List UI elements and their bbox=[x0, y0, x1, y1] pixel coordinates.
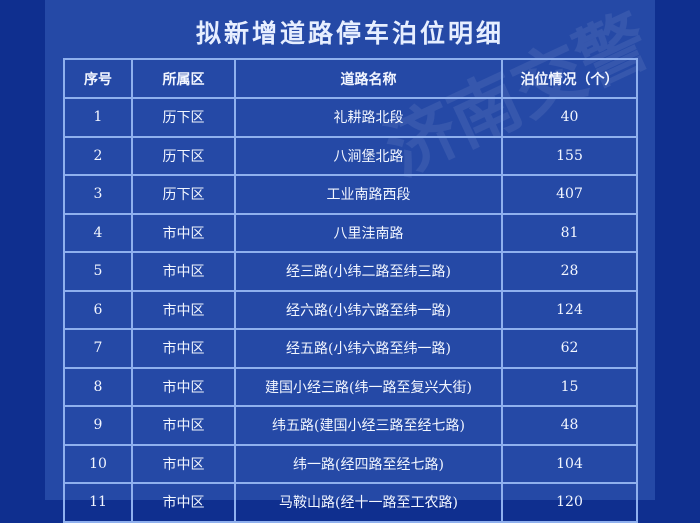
cell-district: 市中区 bbox=[131, 443, 236, 484]
cell-district: 历下区 bbox=[131, 135, 236, 176]
table-row: 6 市中区 经六路(小纬六路至纬一路) 124 bbox=[63, 289, 638, 330]
table-row: 5 市中区 经三路(小纬二路至纬三路) 28 bbox=[63, 251, 638, 292]
table-row: 9 市中区 纬五路(建国小经三路至经七路) 48 bbox=[63, 405, 638, 446]
cell-road: 纬五路(建国小经三路至经七路) bbox=[234, 405, 503, 446]
cell-district: 市中区 bbox=[131, 366, 236, 407]
cell-spaces: 407 bbox=[501, 174, 638, 215]
parking-table: 序号 所属区 道路名称 泊位情况（个） 1 历下区 礼耕路北段 40 2 历下区 八涧堡北路… bbox=[63, 58, 638, 523]
header-spaces: 泊位情况（个） bbox=[501, 58, 638, 99]
cell-district: 市中区 bbox=[131, 482, 236, 523]
cell-index: 6 bbox=[63, 289, 133, 330]
header-index: 序号 bbox=[63, 58, 133, 99]
cell-index: 11 bbox=[63, 482, 133, 523]
header-district: 所属区 bbox=[131, 58, 236, 99]
table-row: 7 市中区 经五路(小纬六路至纬一路) 62 bbox=[63, 328, 638, 369]
cell-road: 经五路(小纬六路至纬一路) bbox=[234, 328, 503, 369]
table-row: 8 市中区 建国小经三路(纬一路至复兴大街) 15 bbox=[63, 366, 638, 407]
cell-spaces: 62 bbox=[501, 328, 638, 369]
cell-index: 7 bbox=[63, 328, 133, 369]
table-row: 2 历下区 八涧堡北路 155 bbox=[63, 135, 638, 176]
cell-index: 3 bbox=[63, 174, 133, 215]
cell-spaces: 40 bbox=[501, 97, 638, 138]
cell-road: 八里洼南路 bbox=[234, 212, 503, 253]
cell-district: 市中区 bbox=[131, 328, 236, 369]
cell-district: 历下区 bbox=[131, 174, 236, 215]
cell-road: 八涧堡北路 bbox=[234, 135, 503, 176]
table-header-row: 序号 所属区 道路名称 泊位情况（个） bbox=[63, 58, 638, 99]
cell-spaces: 81 bbox=[501, 212, 638, 253]
cell-spaces: 155 bbox=[501, 135, 638, 176]
cell-district: 历下区 bbox=[131, 97, 236, 138]
cell-road: 建国小经三路(纬一路至复兴大街) bbox=[234, 366, 503, 407]
cell-road: 经三路(小纬二路至纬三路) bbox=[234, 251, 503, 292]
cell-district: 市中区 bbox=[131, 251, 236, 292]
cell-spaces: 28 bbox=[501, 251, 638, 292]
cell-spaces: 120 bbox=[501, 482, 638, 523]
cell-index: 4 bbox=[63, 212, 133, 253]
cell-road: 经六路(小纬六路至纬一路) bbox=[234, 289, 503, 330]
cell-index: 5 bbox=[63, 251, 133, 292]
cell-index: 2 bbox=[63, 135, 133, 176]
cell-district: 市中区 bbox=[131, 289, 236, 330]
cell-road: 马鞍山路(经十一路至工农路) bbox=[234, 482, 503, 523]
cell-spaces: 104 bbox=[501, 443, 638, 484]
cell-district: 市中区 bbox=[131, 405, 236, 446]
cell-index: 1 bbox=[63, 97, 133, 138]
table-row: 10 市中区 纬一路(经四路至经七路) 104 bbox=[63, 443, 638, 484]
page-title: 拟新增道路停车泊位明细 bbox=[195, 19, 504, 48]
cell-spaces: 124 bbox=[501, 289, 638, 330]
cell-road: 纬一路(经四路至经七路) bbox=[234, 443, 503, 484]
cell-index: 9 bbox=[63, 405, 133, 446]
cell-district: 市中区 bbox=[131, 212, 236, 253]
cell-spaces: 15 bbox=[501, 366, 638, 407]
header-road: 道路名称 bbox=[234, 58, 503, 99]
cell-spaces: 48 bbox=[501, 405, 638, 446]
table-row: 4 市中区 八里洼南路 81 bbox=[63, 212, 638, 253]
cell-index: 8 bbox=[63, 366, 133, 407]
table-row: 3 历下区 工业南路西段 407 bbox=[63, 174, 638, 215]
table-row: 1 历下区 礼耕路北段 40 bbox=[63, 97, 638, 138]
cell-road: 工业南路西段 bbox=[234, 174, 503, 215]
table-row: 11 市中区 马鞍山路(经十一路至工农路) 120 bbox=[63, 482, 638, 523]
cell-index: 10 bbox=[63, 443, 133, 484]
cell-road: 礼耕路北段 bbox=[234, 97, 503, 138]
table-panel: 拟新增道路停车泊位明细 济南交警 序号 所属区 道路名称 泊位情况（个） 1 历下… bbox=[45, 0, 662, 523]
